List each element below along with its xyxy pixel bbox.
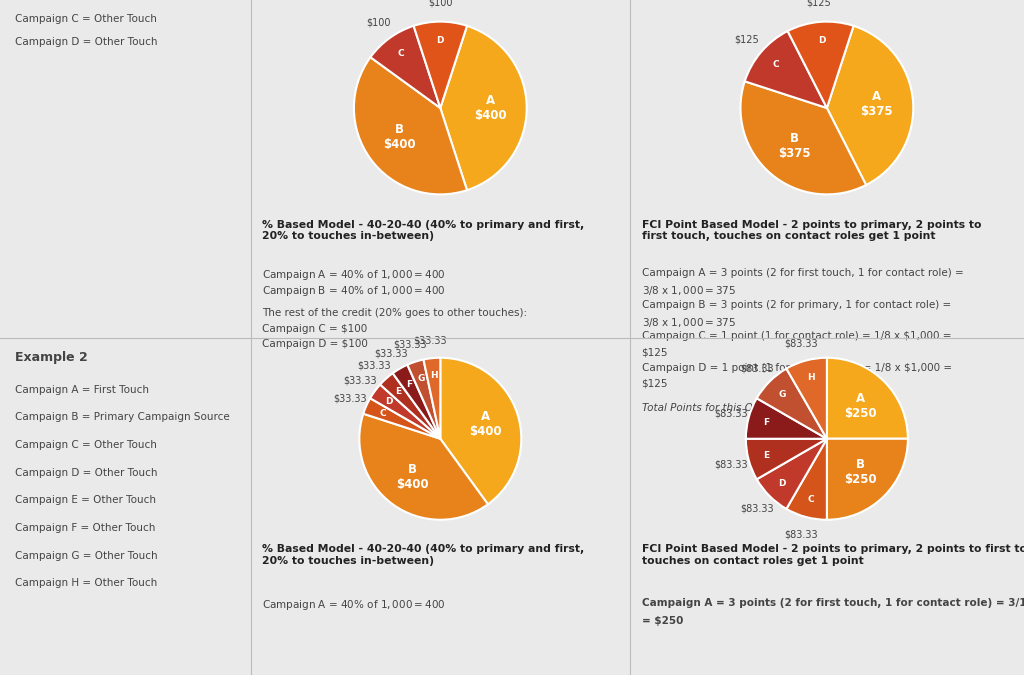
- Text: Campaign H = Other Touch: Campaign H = Other Touch: [15, 578, 158, 589]
- Text: Campaign B = Primary Campaign Source: Campaign B = Primary Campaign Source: [15, 412, 229, 423]
- Text: $33.33: $33.33: [357, 360, 391, 371]
- Text: B
$400: B $400: [383, 124, 416, 151]
- Wedge shape: [745, 439, 827, 479]
- Wedge shape: [440, 358, 521, 504]
- Text: Campaign A = 3 points (2 for first touch, 1 for contact role) = 3/12 x $1,000: Campaign A = 3 points (2 for first touch…: [642, 598, 1024, 608]
- Text: Campaign A = 40% of $1,000 = $400: Campaign A = 40% of $1,000 = $400: [262, 598, 445, 612]
- Text: Campaign C = 1 point (1 for contact role) = 1/8 x $1,000 =: Campaign C = 1 point (1 for contact role…: [642, 331, 951, 342]
- Text: Campaign A = First Touch: Campaign A = First Touch: [15, 385, 150, 395]
- Text: Campaign F = Other Touch: Campaign F = Other Touch: [15, 523, 156, 533]
- Wedge shape: [757, 439, 827, 509]
- Text: H: H: [807, 373, 814, 382]
- Text: % Based Model - 40-20-40 (40% to primary and first,
20% to touches in-between): % Based Model - 40-20-40 (40% to primary…: [262, 544, 585, 566]
- Text: $83.33: $83.33: [740, 504, 774, 514]
- Text: $83.33: $83.33: [715, 408, 749, 418]
- Wedge shape: [393, 364, 440, 439]
- Text: Campaign E = Other Touch: Campaign E = Other Touch: [15, 495, 156, 506]
- Text: $33.33: $33.33: [374, 348, 408, 358]
- Wedge shape: [787, 22, 854, 108]
- Wedge shape: [370, 385, 440, 439]
- Text: $125: $125: [642, 347, 668, 357]
- Wedge shape: [827, 26, 913, 185]
- Text: $83.33: $83.33: [784, 338, 818, 348]
- Text: Campaign C = $100: Campaign C = $100: [262, 323, 368, 333]
- Text: H: H: [430, 371, 437, 381]
- Text: C: C: [772, 59, 779, 69]
- Text: $125: $125: [734, 34, 759, 45]
- Text: 3/8 x $1,000 = $375: 3/8 x $1,000 = $375: [642, 316, 736, 329]
- Text: The rest of the credit (20% goes to other touches):: The rest of the credit (20% goes to othe…: [262, 308, 527, 318]
- Wedge shape: [359, 414, 487, 520]
- Text: F: F: [763, 418, 769, 427]
- Wedge shape: [380, 373, 440, 439]
- Wedge shape: [744, 31, 827, 108]
- Text: B
$375: B $375: [778, 132, 811, 160]
- Text: $33.33: $33.33: [333, 394, 367, 404]
- Text: E: E: [395, 387, 401, 396]
- Text: $33.33: $33.33: [393, 340, 427, 350]
- Text: Campaign D = 1 point (1 for contact role) = 1/8 x $1,000 =: Campaign D = 1 point (1 for contact role…: [642, 363, 951, 373]
- Text: B
$250: B $250: [844, 458, 877, 486]
- Wedge shape: [786, 358, 827, 439]
- Text: F: F: [406, 379, 412, 389]
- Text: D: D: [436, 36, 444, 45]
- Text: B
$400: B $400: [396, 463, 429, 491]
- Text: $33.33: $33.33: [344, 376, 377, 385]
- Text: C: C: [807, 495, 814, 504]
- Text: Campaign B = 40% of $1,000 = $400: Campaign B = 40% of $1,000 = $400: [262, 284, 445, 298]
- Text: Campaign G = Other Touch: Campaign G = Other Touch: [15, 551, 158, 561]
- Text: $83.33: $83.33: [715, 459, 749, 469]
- Text: % Based Model - 40-20-40 (40% to primary and first,
20% to touches in-between): % Based Model - 40-20-40 (40% to primary…: [262, 219, 585, 241]
- Text: Campaign C = Other Touch: Campaign C = Other Touch: [15, 440, 157, 450]
- Text: Campaign C = Other Touch: Campaign C = Other Touch: [15, 14, 157, 24]
- Text: A
$375: A $375: [860, 90, 893, 118]
- Text: E: E: [763, 451, 769, 460]
- Text: Campaign B = 3 points (2 for primary, 1 for contact role) =: Campaign B = 3 points (2 for primary, 1 …: [642, 300, 951, 310]
- Wedge shape: [826, 439, 908, 520]
- Text: $83.33: $83.33: [784, 529, 818, 539]
- Wedge shape: [786, 439, 827, 520]
- Text: Campaign A = 3 points (2 for first touch, 1 for contact role) =: Campaign A = 3 points (2 for first touch…: [642, 268, 964, 278]
- Text: $125: $125: [642, 379, 668, 389]
- Text: C: C: [379, 408, 386, 418]
- Wedge shape: [371, 26, 440, 108]
- Text: Campaign D = $100: Campaign D = $100: [262, 340, 368, 350]
- Text: Campaign A = 40% of $1,000 = $400: Campaign A = 40% of $1,000 = $400: [262, 268, 445, 282]
- Text: $100: $100: [428, 0, 453, 7]
- Text: A
$400: A $400: [474, 94, 507, 122]
- Text: G: G: [417, 374, 425, 383]
- Text: 3/8 x $1,000 = $375: 3/8 x $1,000 = $375: [642, 284, 736, 297]
- Wedge shape: [440, 26, 526, 190]
- Text: $83.33: $83.33: [740, 364, 774, 374]
- Wedge shape: [745, 398, 827, 439]
- Text: Campaign D = Other Touch: Campaign D = Other Touch: [15, 37, 158, 47]
- Text: = $250: = $250: [642, 616, 683, 626]
- Text: Campaign D = Other Touch: Campaign D = Other Touch: [15, 468, 158, 478]
- Text: C: C: [397, 49, 404, 58]
- Wedge shape: [354, 57, 467, 194]
- Text: FCI Point Based Model - 2 points to primary, 2 points to
first touch, touches on: FCI Point Based Model - 2 points to prim…: [642, 219, 981, 241]
- Text: $33.33: $33.33: [413, 335, 446, 346]
- Wedge shape: [408, 360, 440, 439]
- Text: Total Points for this Opportunity: 8: Total Points for this Opportunity: 8: [642, 402, 820, 412]
- Wedge shape: [364, 398, 440, 439]
- Text: D: D: [818, 36, 825, 45]
- Wedge shape: [826, 358, 908, 439]
- Text: $100: $100: [367, 18, 390, 28]
- Wedge shape: [740, 81, 866, 194]
- Text: D: D: [778, 479, 786, 488]
- Text: G: G: [778, 389, 785, 398]
- Wedge shape: [757, 369, 827, 439]
- Text: A
$250: A $250: [844, 392, 877, 420]
- Text: Example 2: Example 2: [15, 351, 88, 364]
- Text: D: D: [385, 397, 393, 406]
- Text: FCI Point Based Model - 2 points to primary, 2 points to first touch,
touches on: FCI Point Based Model - 2 points to prim…: [642, 544, 1024, 566]
- Text: A
$400: A $400: [469, 410, 502, 438]
- Wedge shape: [424, 358, 440, 439]
- Wedge shape: [414, 22, 467, 108]
- Text: $125: $125: [806, 0, 831, 8]
